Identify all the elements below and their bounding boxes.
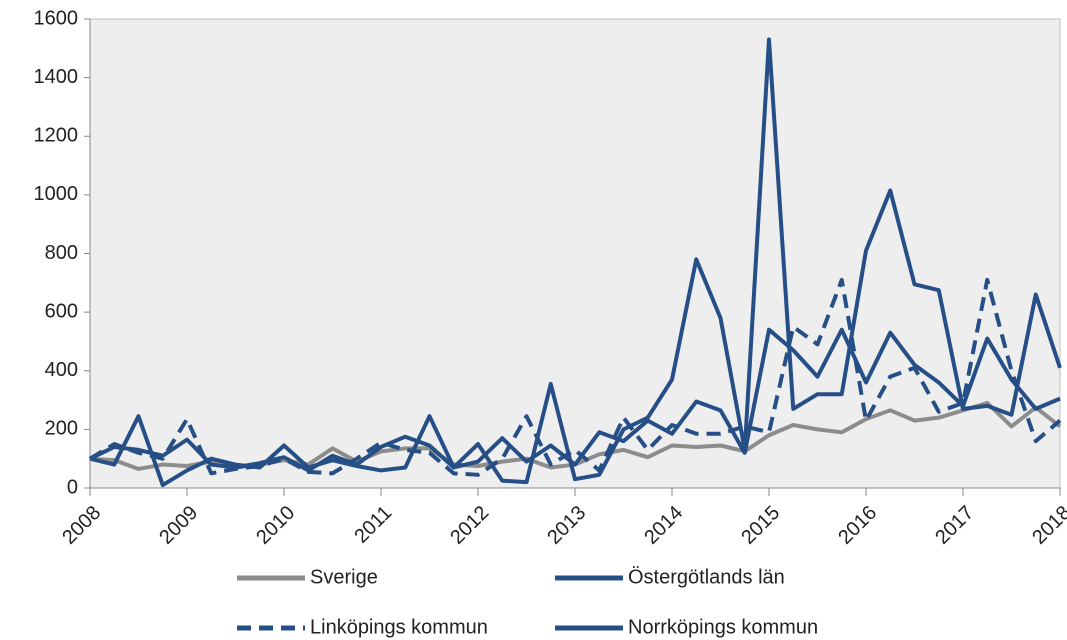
y-tick-label: 200 [45,418,78,440]
x-tick-label: 2016 [834,502,881,549]
y-tick-label: 1400 [34,66,79,88]
legend-label: Östergötlands län [628,566,785,588]
y-tick-label: 800 [45,242,78,264]
legend-label: Sverige [310,566,378,588]
y-tick-label: 600 [45,300,78,322]
x-tick-label: 2018 [1028,502,1067,549]
x-tick-label: 2011 [350,502,396,548]
x-tick-label: 2013 [543,502,590,549]
x-tick-label: 2014 [640,502,687,549]
x-tick-label: 2010 [252,502,299,549]
y-tick-label: 0 [67,476,78,498]
y-tick-label: 1600 [34,7,79,29]
legend-label: Norrköpings kommun [628,616,818,638]
plot-area [89,18,1061,489]
x-tick-label: 2012 [446,502,493,549]
y-tick-label: 400 [45,359,78,381]
y-tick-label: 1200 [34,125,79,147]
x-tick-label: 2008 [58,502,105,549]
series-line [89,37,1062,488]
x-tick-label: 2017 [931,502,978,549]
x-tick-label: 2009 [155,502,202,549]
y-tick-label: 1000 [34,183,79,205]
legend-label: Linköpings kommun [310,616,488,638]
x-tick-label: 2015 [737,502,784,549]
